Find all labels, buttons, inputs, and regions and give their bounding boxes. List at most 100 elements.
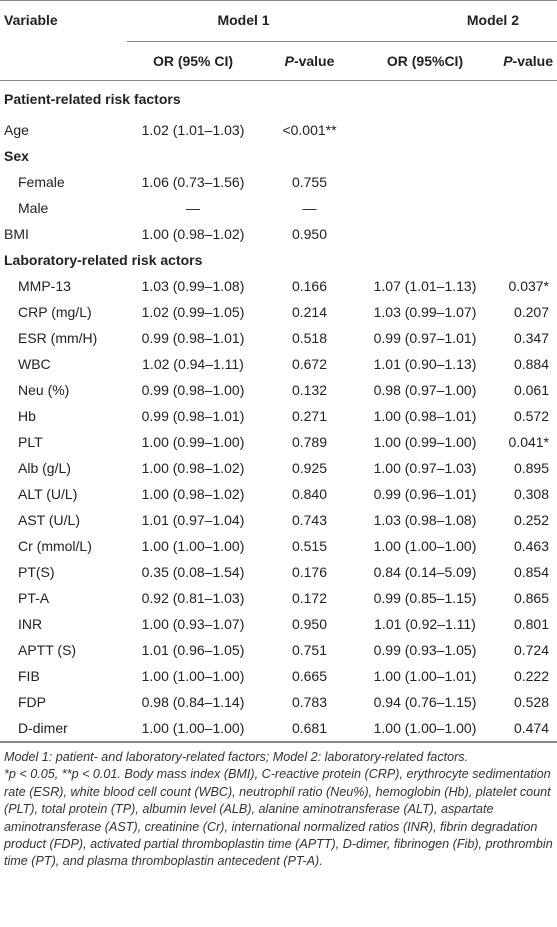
or-cell-model1: 0.99 (0.98–1.01) xyxy=(141,408,245,424)
or-cell-model2: 0.84 (0.14–5.09) xyxy=(373,564,477,580)
row-label: FDP xyxy=(18,694,46,710)
p-cell-model1: 0.132 xyxy=(291,382,328,398)
or-cell-model1: 1.03 (0.99–1.08) xyxy=(141,278,245,294)
or-cell-model2: 0.99 (0.93–1.05) xyxy=(373,642,477,658)
table-row: Alb (g/L) 1.00 (0.98–1.02) 0.925 1.00 (0.97… xyxy=(0,455,557,481)
empty-cell xyxy=(490,195,557,221)
table-row: CRP (mg/L) 1.02 (0.99–1.05) 0.214 1.03 (0.9… xyxy=(0,299,557,325)
table-row: MMP-13 1.03 (0.99–1.08) 0.166 1.07 (1.01–1.… xyxy=(0,273,557,299)
p-cell-model2: 0.061 xyxy=(513,382,549,398)
section-patient: Patient-related risk factors xyxy=(4,91,181,107)
section-row-laboratory: Laboratory-related risk actors xyxy=(0,247,557,273)
row-label: INR xyxy=(18,616,43,632)
p-cell-model2: 0.463 xyxy=(513,538,549,554)
table-row: BMI 1.00 (0.98–1.02) 0.950 xyxy=(0,221,557,247)
table-row: APTT (S) 1.01 (0.96–1.05) 0.751 0.99 (0.93–… xyxy=(0,637,557,663)
p-value-header-1: P-value xyxy=(259,41,360,81)
p-cell-model2: 0.308 xyxy=(513,486,549,502)
p-cell-model2: 0.854 xyxy=(513,564,549,580)
section-row-patient: Patient-related risk factors xyxy=(0,81,557,118)
p-cell-model1: 0.665 xyxy=(291,668,328,684)
footnote-models: Model 1: patient- and laboratory-related… xyxy=(4,750,469,764)
or-cell-model1: 1.01 (0.97–1.04) xyxy=(141,512,245,528)
p-cell-model1: 0.755 xyxy=(291,174,328,190)
p-cell-model2: 0.222 xyxy=(513,668,549,684)
row-label: Male xyxy=(18,200,49,216)
row-label: Neu (%) xyxy=(18,382,70,398)
section-sex: Sex xyxy=(4,148,29,164)
or-cell-model1: 1.00 (0.98–1.02) xyxy=(141,226,245,242)
p-cell-model1: 0.751 xyxy=(291,642,328,658)
table-row: Cr (mmol/L) 1.00 (1.00–1.00) 0.515 1.00 (1.… xyxy=(0,533,557,559)
row-label: FIB xyxy=(18,668,40,684)
or-cell-model2: 0.99 (0.85–1.15) xyxy=(373,590,477,606)
or-cell-model2: 0.99 (0.96–1.01) xyxy=(373,486,477,502)
row-label: Female xyxy=(18,174,65,190)
empty-cell xyxy=(490,221,557,247)
row-label: Cr (mmol/L) xyxy=(18,538,92,554)
or-cell-model1: 0.35 (0.08–1.54) xyxy=(141,564,245,580)
or-cell-model2: 1.00 (0.97–1.03) xyxy=(373,460,477,476)
table-row: Female 1.06 (0.73–1.56) 0.755 xyxy=(0,169,557,195)
table-row: ESR (mm/H) 0.99 (0.98–1.01) 0.518 0.99 (0.9… xyxy=(0,325,557,351)
row-label: Hb xyxy=(18,408,36,424)
header-row-models: Variable Model 1 Model 2 xyxy=(0,0,557,42)
or-ci-header-1: OR (95% CI) xyxy=(127,41,259,81)
p-cell-model2: 0.801 xyxy=(513,616,549,632)
p-cell-model1: 0.743 xyxy=(291,512,328,528)
p-suffix-2: -value xyxy=(512,53,553,69)
table-footnote: Model 1: patient- and laboratory-related… xyxy=(0,742,557,871)
p-cell-model1: <0.001** xyxy=(282,122,337,138)
table-row: Neu (%) 0.99 (0.98–1.00) 0.132 0.98 (0.97–1… xyxy=(0,377,557,403)
or-cell-model1: 1.00 (1.00–1.00) xyxy=(141,668,245,684)
or-cell-model1: 1.00 (0.98–1.02) xyxy=(141,486,245,502)
row-label: Alb (g/L) xyxy=(18,460,71,476)
header-row-columns: OR (95% CI) P-value OR (95%CI) P-value xyxy=(0,41,557,81)
row-label: D-dimer xyxy=(18,720,68,736)
or-cell-model2: 1.00 (1.00–1.00) xyxy=(373,538,477,554)
p-cell-model1: — xyxy=(302,200,317,216)
regression-table: Variable Model 1 Model 2 OR (95% CI) P-v… xyxy=(0,0,557,742)
row-label: PT-A xyxy=(18,590,50,606)
row-label: ALT (U/L) xyxy=(18,486,78,502)
table-row: ALT (U/L) 1.00 (0.98–1.02) 0.840 0.99 (0.96… xyxy=(0,481,557,507)
or-cell-model2: 1.01 (0.92–1.11) xyxy=(374,616,476,632)
p-cell-model2: 0.884 xyxy=(513,356,549,372)
or-cell-model2: 0.98 (0.97–1.00) xyxy=(373,382,477,398)
row-label: APTT (S) xyxy=(18,642,77,658)
empty-cell xyxy=(490,169,557,195)
footnote-abbreviations: *p < 0.05, **p < 0.01. Body mass index (… xyxy=(4,767,553,869)
or-cell-model2: 0.99 (0.97–1.01) xyxy=(373,330,477,346)
or-cell-model1: 1.02 (1.01–1.03) xyxy=(141,122,245,138)
p-cell-model2: 0.895 xyxy=(513,460,549,476)
p-italic-2: P xyxy=(503,53,513,69)
row-label: PT(S) xyxy=(18,564,55,580)
p-cell-model1: 0.672 xyxy=(291,356,328,372)
table-row: PT(S) 0.35 (0.08–1.54) 0.176 0.84 (0.14–5.0… xyxy=(0,559,557,585)
p-cell-model1: 0.789 xyxy=(291,434,328,450)
p-italic-1: P xyxy=(284,53,294,69)
section-row-sex: Sex xyxy=(0,143,557,169)
or-cell-model2: 1.00 (0.99–1.00) xyxy=(373,434,477,450)
p-cell-model1: 0.176 xyxy=(291,564,328,580)
p-cell-model2: 0.865 xyxy=(513,590,549,606)
or-cell-model2: 1.03 (0.98–1.08) xyxy=(373,512,477,528)
or-cell-model1: 0.99 (0.98–1.00) xyxy=(141,382,245,398)
table-body: Patient-related risk factors Age 1.02 (1… xyxy=(0,81,557,742)
or-cell-model1: 1.00 (0.98–1.02) xyxy=(141,460,245,476)
p-cell-model1: 0.783 xyxy=(291,694,328,710)
p-cell-model2: 0.252 xyxy=(513,512,549,528)
blank-header-cell xyxy=(0,42,127,81)
p-cell-model2: 0.041* xyxy=(508,434,549,450)
or-cell-model2: 1.01 (0.90–1.13) xyxy=(373,356,477,372)
p-cell-model1: 0.925 xyxy=(291,460,328,476)
or-cell-model1: — xyxy=(186,200,200,216)
p-cell-model1: 0.166 xyxy=(291,278,328,294)
row-label: MMP-13 xyxy=(18,278,71,294)
table-row: FDP 0.98 (0.84–1.14) 0.783 0.94 (0.76–1.15)… xyxy=(0,689,557,715)
section-laboratory: Laboratory-related risk actors xyxy=(4,252,203,268)
or-cell-model2: 1.00 (0.98–1.01) xyxy=(373,408,477,424)
or-cell-model1: 1.00 (1.00–1.00) xyxy=(141,538,245,554)
p-cell-model1: 0.271 xyxy=(291,408,328,424)
